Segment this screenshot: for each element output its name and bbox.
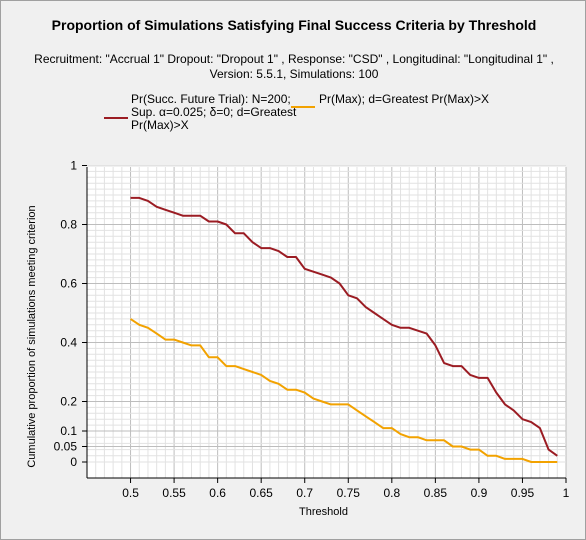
series-line-1	[130, 196, 558, 457]
series-line-2	[129, 318, 558, 463]
legend-label-1: Pr(Succ. Future Trial): N=200; Sup. α=0.0…	[131, 92, 297, 132]
x-tick-label: 0.6	[209, 486, 226, 500]
y-tick-label: 0	[70, 455, 77, 469]
y-axis-label: Cumulative proportion of simulations mee…	[26, 205, 38, 467]
chart-title: Proportion of Simulations Satisfying Fin…	[51, 17, 537, 33]
x-axis-label: Threshold	[299, 506, 348, 518]
y-tick-label: 0.4	[60, 336, 77, 350]
x-tick-label: 0.55	[162, 486, 186, 500]
x-axis-ticks: 0.5 0.55 0.6 0.65 0.7 0.75 0.8 0.85 0.9 0.95 1	[122, 478, 570, 500]
y-axis-ticks: 00.05 0.1 0.2 0.4 0.6 0.8 1	[54, 159, 87, 469]
y-tick-label: 0.8	[60, 218, 77, 232]
series-lines	[129, 196, 558, 463]
legend: Pr(Succ. Future Trial): N=200; Sup. α=0.0…	[104, 92, 489, 132]
legend-label-2: Pr(Max); d=Greatest Pr(Max)>X	[319, 92, 489, 106]
y-tick-label: 0.05	[54, 440, 78, 454]
x-tick-label: 0.8	[383, 486, 400, 500]
axes	[86, 167, 566, 479]
y-tick-label: 1	[70, 159, 77, 173]
x-tick-label: 0.7	[296, 486, 313, 500]
y-tick-label: 0.2	[60, 395, 77, 409]
x-tick-label: 0.75	[337, 486, 361, 500]
x-tick-label: 0.65	[250, 486, 274, 500]
y-tick-label: 0.6	[60, 277, 77, 291]
x-tick-label: 0.95	[511, 486, 535, 500]
x-tick-label: 0.85	[424, 486, 448, 500]
x-tick-label: 1	[563, 486, 570, 500]
x-tick-label: 0.9	[471, 486, 488, 500]
chart-subtitle: Recruitment: "Accrual 1" Dropout: "Dropo…	[34, 52, 554, 81]
y-tick-label: 0.1	[60, 424, 77, 438]
x-tick-label: 0.5	[122, 486, 139, 500]
